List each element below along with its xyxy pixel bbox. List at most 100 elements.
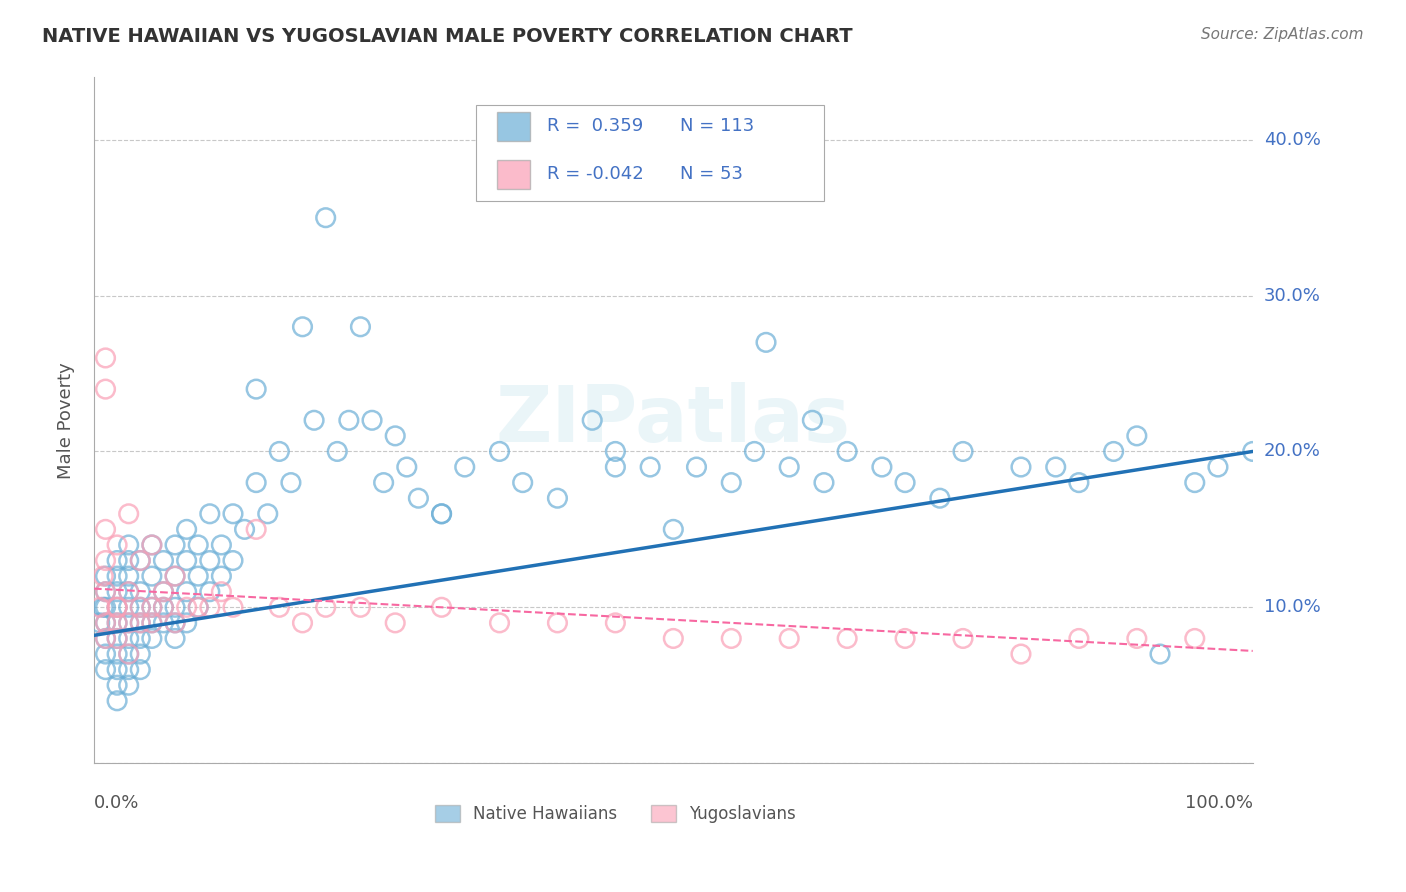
- Point: [952, 632, 974, 646]
- Point: [269, 600, 291, 615]
- Point: [129, 615, 152, 630]
- Point: [94, 584, 117, 599]
- Point: [1184, 475, 1206, 490]
- Point: [430, 600, 453, 615]
- Point: [152, 600, 174, 615]
- Point: [176, 522, 198, 536]
- Point: [118, 632, 141, 646]
- Point: [187, 538, 209, 552]
- Point: [408, 491, 430, 506]
- Point: [813, 475, 835, 490]
- Text: NATIVE HAWAIIAN VS YUGOSLAVIAN MALE POVERTY CORRELATION CHART: NATIVE HAWAIIAN VS YUGOSLAVIAN MALE POVE…: [42, 27, 853, 45]
- Text: 30.0%: 30.0%: [1264, 286, 1320, 304]
- Point: [1010, 460, 1032, 475]
- Point: [778, 632, 800, 646]
- Point: [384, 615, 406, 630]
- Point: [349, 600, 371, 615]
- Point: [233, 522, 256, 536]
- Point: [94, 382, 117, 396]
- Point: [1067, 475, 1090, 490]
- Point: [152, 600, 174, 615]
- Point: [129, 663, 152, 677]
- Point: [222, 600, 245, 615]
- Point: [1184, 632, 1206, 646]
- Point: [894, 475, 917, 490]
- Text: Source: ZipAtlas.com: Source: ZipAtlas.com: [1201, 27, 1364, 42]
- Point: [141, 600, 163, 615]
- Point: [720, 475, 742, 490]
- Point: [94, 632, 117, 646]
- Point: [245, 475, 267, 490]
- Point: [105, 600, 128, 615]
- Point: [778, 460, 800, 475]
- Point: [163, 615, 186, 630]
- Point: [1045, 460, 1067, 475]
- Text: 40.0%: 40.0%: [1264, 131, 1320, 149]
- Point: [118, 584, 141, 599]
- Point: [94, 584, 117, 599]
- Text: 10.0%: 10.0%: [1264, 599, 1320, 616]
- Point: [94, 663, 117, 677]
- Point: [198, 553, 221, 567]
- Point: [870, 460, 893, 475]
- Point: [662, 522, 685, 536]
- Point: [1241, 444, 1264, 458]
- Point: [105, 600, 128, 615]
- Point: [141, 569, 163, 583]
- Point: [384, 429, 406, 443]
- Point: [837, 632, 859, 646]
- Point: [755, 335, 778, 350]
- Point: [89, 600, 111, 615]
- Point: [163, 569, 186, 583]
- Point: [720, 632, 742, 646]
- Text: 0.0%: 0.0%: [94, 794, 139, 812]
- Point: [546, 615, 568, 630]
- Point: [176, 553, 198, 567]
- Point: [94, 569, 117, 583]
- Point: [176, 600, 198, 615]
- Point: [105, 647, 128, 661]
- Point: [337, 413, 360, 427]
- Point: [129, 553, 152, 567]
- Point: [89, 615, 111, 630]
- Text: 100.0%: 100.0%: [1185, 794, 1253, 812]
- Point: [118, 663, 141, 677]
- Point: [454, 460, 477, 475]
- Point: [245, 522, 267, 536]
- Point: [141, 538, 163, 552]
- Point: [118, 507, 141, 521]
- Point: [269, 444, 291, 458]
- Point: [141, 600, 163, 615]
- Point: [105, 553, 128, 567]
- Point: [209, 569, 232, 583]
- Point: [105, 569, 128, 583]
- Point: [1149, 647, 1171, 661]
- Point: [209, 538, 232, 552]
- Point: [605, 444, 627, 458]
- Point: [837, 444, 859, 458]
- Point: [662, 632, 685, 646]
- Point: [105, 538, 128, 552]
- Point: [141, 538, 163, 552]
- Point: [105, 632, 128, 646]
- Point: [91, 600, 114, 615]
- Point: [118, 615, 141, 630]
- Point: [94, 632, 117, 646]
- Point: [152, 584, 174, 599]
- Point: [129, 584, 152, 599]
- Text: R = -0.042: R = -0.042: [547, 165, 644, 183]
- Point: [198, 600, 221, 615]
- Point: [94, 615, 117, 630]
- Bar: [498, 160, 530, 188]
- Y-axis label: Male Poverty: Male Poverty: [58, 362, 75, 479]
- Point: [315, 211, 337, 225]
- Legend: Native Hawaiians, Yugoslavians: Native Hawaiians, Yugoslavians: [434, 805, 796, 823]
- Point: [118, 569, 141, 583]
- Point: [141, 632, 163, 646]
- Bar: [498, 112, 530, 141]
- Point: [1206, 460, 1229, 475]
- Point: [163, 615, 186, 630]
- Point: [94, 647, 117, 661]
- Point: [118, 615, 141, 630]
- Point: [280, 475, 302, 490]
